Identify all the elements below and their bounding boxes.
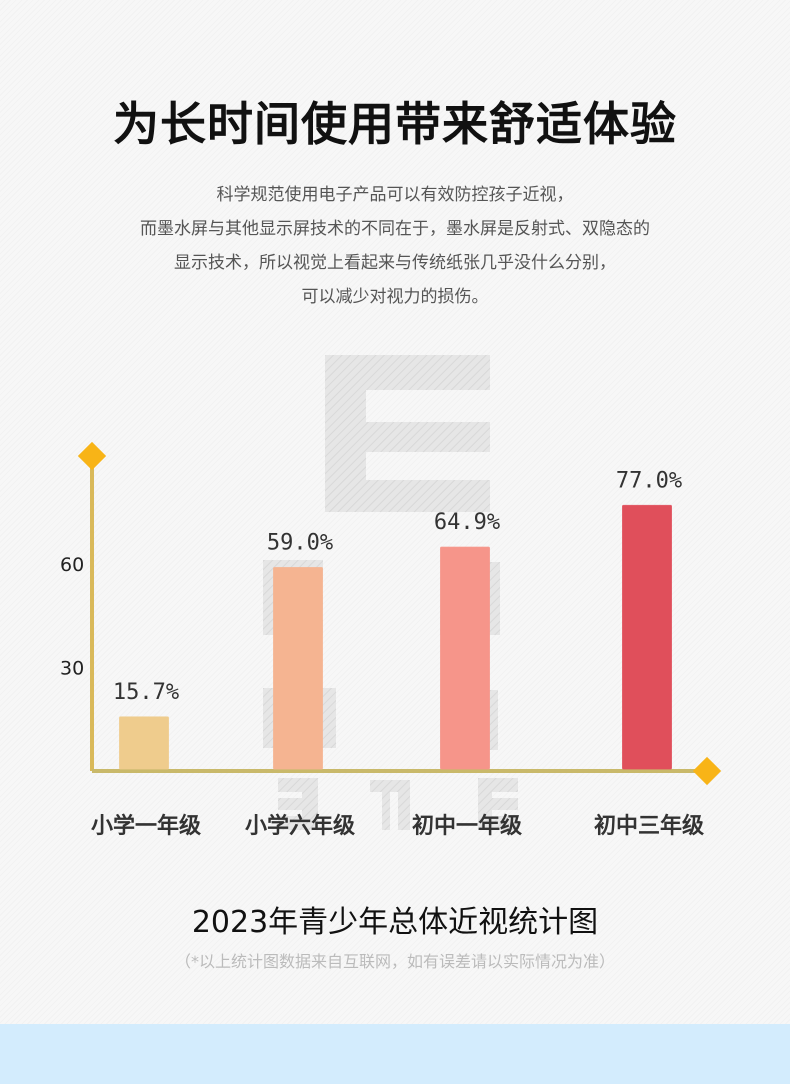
- bottom-band: [0, 1024, 790, 1084]
- data-label: 77.0%: [616, 468, 682, 493]
- bar: [273, 566, 323, 770]
- chart-title: 2023年青少年总体近视统计图: [191, 905, 599, 940]
- data-label: 64.9%: [434, 510, 500, 535]
- description-line: 可以减少对视力的损伤。: [301, 287, 489, 307]
- y-axis-arrow-marker: [77, 441, 107, 471]
- bar: [440, 546, 490, 770]
- chart-note: （*以上统计图数据来自互联网，如有误差请以实际情况为准）: [174, 952, 615, 971]
- y-tick-label: 60: [60, 554, 84, 576]
- x-tick-label: 初中一年级: [412, 813, 522, 839]
- bar-chart: 30 60 15.7% 小学一年级 59.0% 小学六年级 64.9% 初中一年级 77.0% 初…: [60, 355, 722, 839]
- x-tick-label: 小学六年级: [245, 813, 355, 839]
- description-line: 科学规范使用电子产品可以有效防控孩子近视，: [216, 185, 574, 205]
- data-label: 59.0%: [267, 530, 333, 555]
- description: 科学规范使用电子产品可以有效防控孩子近视， 而墨水屏与其他显示屏技术的不同在于，…: [0, 178, 790, 314]
- x-tick-label: 小学一年级: [91, 813, 201, 839]
- bar: [622, 504, 672, 770]
- bar: [119, 716, 169, 770]
- page-title: 为长时间使用带来舒适体验: [113, 97, 677, 151]
- data-label: 15.7%: [113, 680, 179, 705]
- description-line: 而墨水屏与其他显示屏技术的不同在于，墨水屏是反射式、双隐态的: [140, 219, 650, 239]
- x-tick-label: 初中三年级: [594, 813, 704, 839]
- description-line: 显示技术，所以视觉上看起来与传统纸张几乎没什么分别，: [174, 253, 616, 273]
- y-tick-label: 30: [60, 658, 84, 680]
- x-axis-arrow-marker: [692, 756, 722, 786]
